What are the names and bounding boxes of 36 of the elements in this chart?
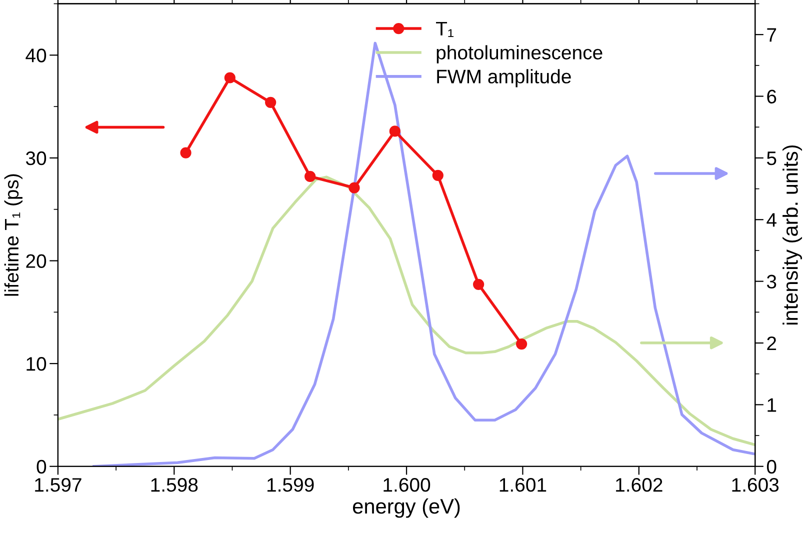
point [304,170,316,182]
y-tick-label: 20 [26,254,46,268]
x-axis-title: energy (eV) [352,498,460,518]
point [432,170,444,181]
y-tick-label: 30 [26,151,46,166]
y2-tick-label: 0 [766,460,776,474]
point [348,182,360,194]
y-tick-label: 0 [36,460,46,474]
x-tick-label: 1.600 [384,478,430,492]
y2-tick-label: 2 [767,336,776,350]
y2-tick-label: 6 [767,90,776,104]
x-tick-label: 1.602 [616,478,662,492]
point [473,278,484,290]
x-tick-label: 1.601 [500,478,546,492]
point [180,147,192,158]
x-tick-label: 1.598 [151,478,198,492]
y2-tick-label: 3 [766,274,776,289]
x-tick-label: 1.603 [732,478,779,492]
y2-tick-label: 7 [767,28,776,42]
y-axis-title: lifetime T₁ (ps) [4,174,22,296]
x-tick-label: 1.597 [35,478,82,492]
y-tick-label: 10 [26,357,46,371]
point [516,338,528,350]
line-series [92,42,756,466]
y-tick-label: 40 [26,48,46,62]
legend-label: FWM amplitude [437,69,571,88]
point [389,126,400,137]
legend-label: photoluminescence [436,45,602,64]
point [224,72,236,84]
y2-tick-label: 1 [768,398,776,412]
x-tick-label: 1.599 [267,478,314,492]
y2-axis-title: intensity (arb. units) [782,145,802,325]
legend-label: T₁ [436,22,454,37]
y2-tick-label: 4 [766,213,776,227]
y2-tick-label: 5 [766,152,776,166]
point [265,96,276,108]
